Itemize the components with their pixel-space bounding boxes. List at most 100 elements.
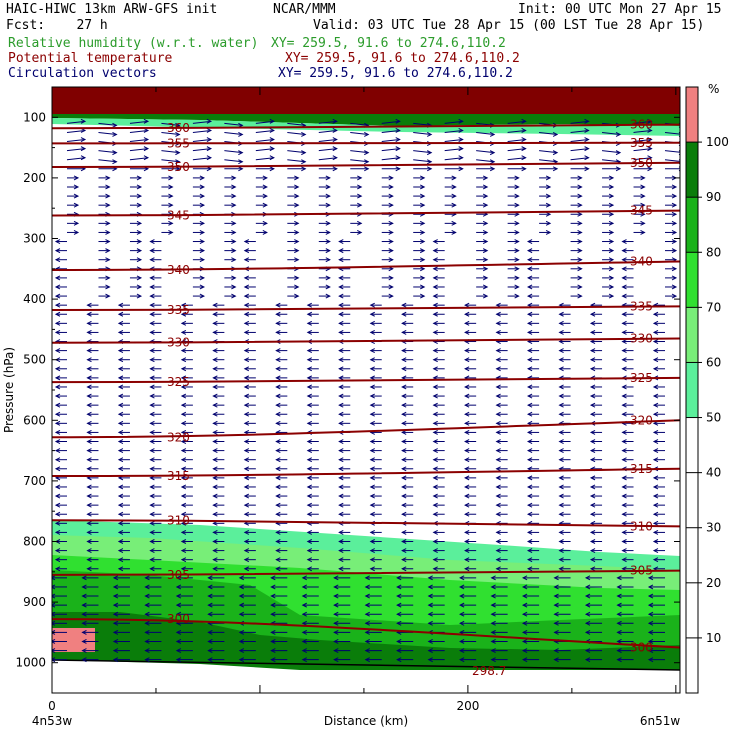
vector-head [558, 457, 564, 463]
vector-head [652, 493, 659, 499]
vector-head [671, 293, 678, 299]
vector-head [73, 175, 80, 181]
circulation-vector [255, 120, 274, 124]
vector-head [332, 166, 338, 172]
vector-head [54, 520, 61, 526]
vector-head [558, 484, 564, 490]
vector-head [357, 229, 363, 235]
vector-head [584, 146, 590, 152]
vector-head [262, 229, 268, 235]
vector-head [640, 193, 646, 199]
vector-head [333, 602, 339, 608]
vector-head [136, 239, 143, 244]
vector-head [545, 211, 552, 217]
vector-head [526, 348, 533, 354]
vector-head [117, 411, 124, 417]
vector-head [149, 502, 155, 508]
vector-head [514, 266, 520, 272]
vector-head [168, 220, 174, 226]
vector-head [86, 529, 92, 535]
theta-label-left: 325 [167, 375, 190, 389]
vector-head [243, 529, 250, 535]
vector-head [306, 411, 313, 417]
vector-head [526, 511, 533, 517]
vector-head [338, 402, 344, 408]
vector-head [333, 575, 339, 581]
theta-label-left: 305 [167, 568, 190, 582]
vector-head [175, 629, 182, 635]
vector-head [584, 155, 590, 161]
theta-label-right: 310 [630, 519, 653, 533]
vector-head [175, 150, 181, 156]
colorbar-tick-label: 60 [706, 355, 721, 369]
vector-head [432, 484, 438, 490]
circulation-vector [287, 131, 306, 135]
circulation-vector [507, 148, 526, 152]
vector-head [301, 629, 308, 635]
vector-head [647, 146, 653, 152]
vector-head [652, 320, 659, 326]
vector-head [589, 539, 596, 544]
vector-head [180, 402, 187, 408]
vector-head [495, 539, 501, 544]
vector-head [54, 557, 61, 563]
vector-head [419, 202, 426, 208]
vector-head [149, 357, 155, 363]
vector-head [180, 493, 187, 499]
vector-head [149, 529, 155, 535]
vector-head [86, 557, 92, 563]
vector-head [521, 620, 528, 626]
theta-contour [52, 141, 680, 145]
circulation-vector [161, 131, 180, 135]
vector-head [180, 302, 187, 308]
vector-head [495, 475, 501, 481]
theta-label-right: 305 [630, 564, 653, 578]
vector-head [395, 166, 401, 172]
circulation-vector [570, 129, 589, 133]
vector-head [401, 402, 407, 408]
vector-head [86, 448, 92, 454]
circulation-vector [161, 150, 180, 154]
vector-head [426, 159, 433, 165]
vector-head [149, 393, 155, 399]
vector-head [105, 293, 111, 299]
x-tick-label: 0 [48, 699, 56, 713]
vector-head [584, 629, 591, 635]
vector-head [73, 193, 80, 199]
vector-head [54, 493, 61, 499]
vector-head [306, 439, 313, 444]
vector-head [275, 366, 281, 372]
vector-head [369, 475, 375, 481]
vector-head [401, 548, 407, 554]
theta-label-left: 340 [167, 263, 190, 277]
vector-head [608, 284, 615, 290]
vector-head [577, 284, 583, 290]
vector-head [545, 229, 552, 235]
colorbar-bin [686, 252, 698, 308]
vector-head [81, 593, 87, 599]
vector-head [149, 411, 155, 417]
vector-head [243, 257, 250, 263]
vector-head [647, 648, 654, 654]
plot-area: 300 300 305 305 310 310 315 315 320 320 325 325 330 3… [52, 87, 680, 693]
circulation-vector [444, 120, 463, 124]
theta-label-right: 355 [630, 136, 653, 150]
vector-head [419, 220, 426, 226]
vector-head [640, 229, 646, 235]
vector-head [577, 293, 583, 299]
vector-head [526, 329, 533, 335]
theta-contour [52, 419, 680, 439]
vector-head [432, 429, 438, 435]
circulation-vector [129, 157, 149, 161]
vector-head [671, 275, 678, 281]
vector-head [243, 384, 250, 390]
vector-head [621, 239, 627, 244]
vector-head [364, 575, 370, 581]
vector-head [180, 539, 187, 544]
vector-head [149, 348, 155, 354]
vector-head [212, 557, 218, 563]
vector-head [489, 159, 496, 165]
vector-head [301, 602, 308, 608]
vector-head [54, 411, 61, 417]
vector-head [86, 539, 92, 544]
